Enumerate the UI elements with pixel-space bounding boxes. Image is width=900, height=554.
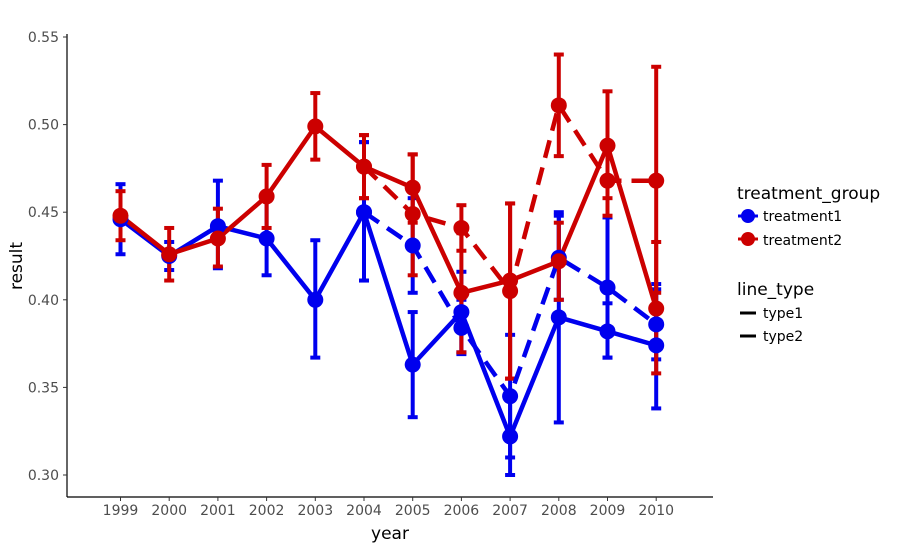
data-point-treatment2-type1 <box>112 207 129 224</box>
y-tick-label: 0.45 <box>28 205 59 221</box>
x-axis-title: year <box>371 524 409 544</box>
x-tick-label: 2005 <box>395 503 431 519</box>
y-tick-label: 0.30 <box>28 468 59 484</box>
series-line-treatment1-type1 <box>119 209 657 439</box>
y-tick-label: 0.35 <box>28 380 59 396</box>
legend-linetype: line_type type1 type2 <box>737 280 814 345</box>
legend-label-type1: type1 <box>763 306 803 322</box>
legend-key-treatment1-point <box>741 209 755 223</box>
x-ticks: 1999 2000 2001 2002 2003 2004 2005 2006 2007 2008… <box>103 497 674 519</box>
data-point-treatment1-type2 <box>356 204 372 221</box>
data-point-treatment1-type1 <box>599 323 616 340</box>
data-point-treatment1-type1 <box>209 218 226 235</box>
x-tick-label: 2010 <box>638 503 674 519</box>
data-point-treatment2-type2 <box>550 97 567 114</box>
legend-key-treatment2-point <box>741 232 755 246</box>
x-tick-label: 2000 <box>151 503 187 519</box>
legend-color: treatment_group treatment1 treatment2 <box>737 184 880 249</box>
data-point-treatment2-type2 <box>356 158 372 175</box>
data-point-treatment1-type2 <box>453 319 470 336</box>
legend-key-treatment2 <box>738 232 758 246</box>
x-tick-label: 2001 <box>200 503 236 519</box>
y-tick-label: 0.50 <box>28 118 59 134</box>
x-tick-label: 2007 <box>492 503 528 519</box>
data-point-treatment1-type2 <box>599 279 616 296</box>
data-point-treatment2-type2 <box>599 172 616 189</box>
data-point-treatment2-type1 <box>550 253 567 270</box>
data-point-treatment2-type1 <box>307 118 324 135</box>
y-axis-title: result <box>7 242 27 290</box>
data-point-treatment2-type1 <box>599 137 616 154</box>
data-point-treatment1-type1 <box>307 291 324 308</box>
legend-label-treatment1: treatment1 <box>763 209 842 225</box>
data-point-treatment2-type1 <box>209 230 226 247</box>
x-tick-label: 2004 <box>346 503 382 519</box>
legend-label-type2: type2 <box>763 329 803 345</box>
x-tick-label: 1999 <box>103 503 139 519</box>
data-point-treatment1-type1 <box>453 304 470 321</box>
data-point-treatment1-type2 <box>404 237 421 254</box>
x-tick-label: 2002 <box>249 503 285 519</box>
data-point-treatment2-type2 <box>404 205 421 222</box>
point-layer <box>112 97 665 445</box>
x-tick-label: 2006 <box>444 503 480 519</box>
data-point-treatment2-type1 <box>648 300 665 317</box>
data-point-treatment2-type1 <box>404 179 421 196</box>
data-point-treatment2-type2 <box>453 219 470 236</box>
data-point-treatment2-type1 <box>161 246 178 263</box>
error-bar-layer <box>115 52 662 477</box>
data-point-treatment1-type1 <box>550 309 567 326</box>
series-line-layer <box>119 103 659 439</box>
data-point-treatment1-type1 <box>404 356 421 373</box>
x-tick-label: 2009 <box>590 503 626 519</box>
x-tick-label: 2003 <box>297 503 333 519</box>
y-ticks: 0.30 0.35 0.40 0.45 0.50 0.55 <box>28 30 67 484</box>
y-tick-label: 0.40 <box>28 293 59 309</box>
data-point-treatment2-type2 <box>502 283 519 300</box>
y-tick-label: 0.55 <box>28 30 59 46</box>
data-point-treatment1-type2 <box>648 316 665 333</box>
x-tick-label: 2008 <box>541 503 577 519</box>
legend-key-treatment1 <box>738 209 758 223</box>
legend-color-title: treatment_group <box>737 184 880 204</box>
data-point-treatment1-type1 <box>258 230 275 247</box>
data-point-treatment1-type1 <box>648 337 665 354</box>
data-point-treatment2-type1 <box>258 188 275 205</box>
series-line-treatment2-type1 <box>119 124 659 310</box>
data-point-treatment2-type2 <box>648 172 665 189</box>
legend-linetype-title: line_type <box>737 280 814 300</box>
data-point-treatment1-type2 <box>502 388 519 405</box>
legend-label-treatment2: treatment2 <box>763 233 842 249</box>
data-point-treatment2-type1 <box>453 284 470 301</box>
data-point-treatment1-type1 <box>502 428 519 445</box>
